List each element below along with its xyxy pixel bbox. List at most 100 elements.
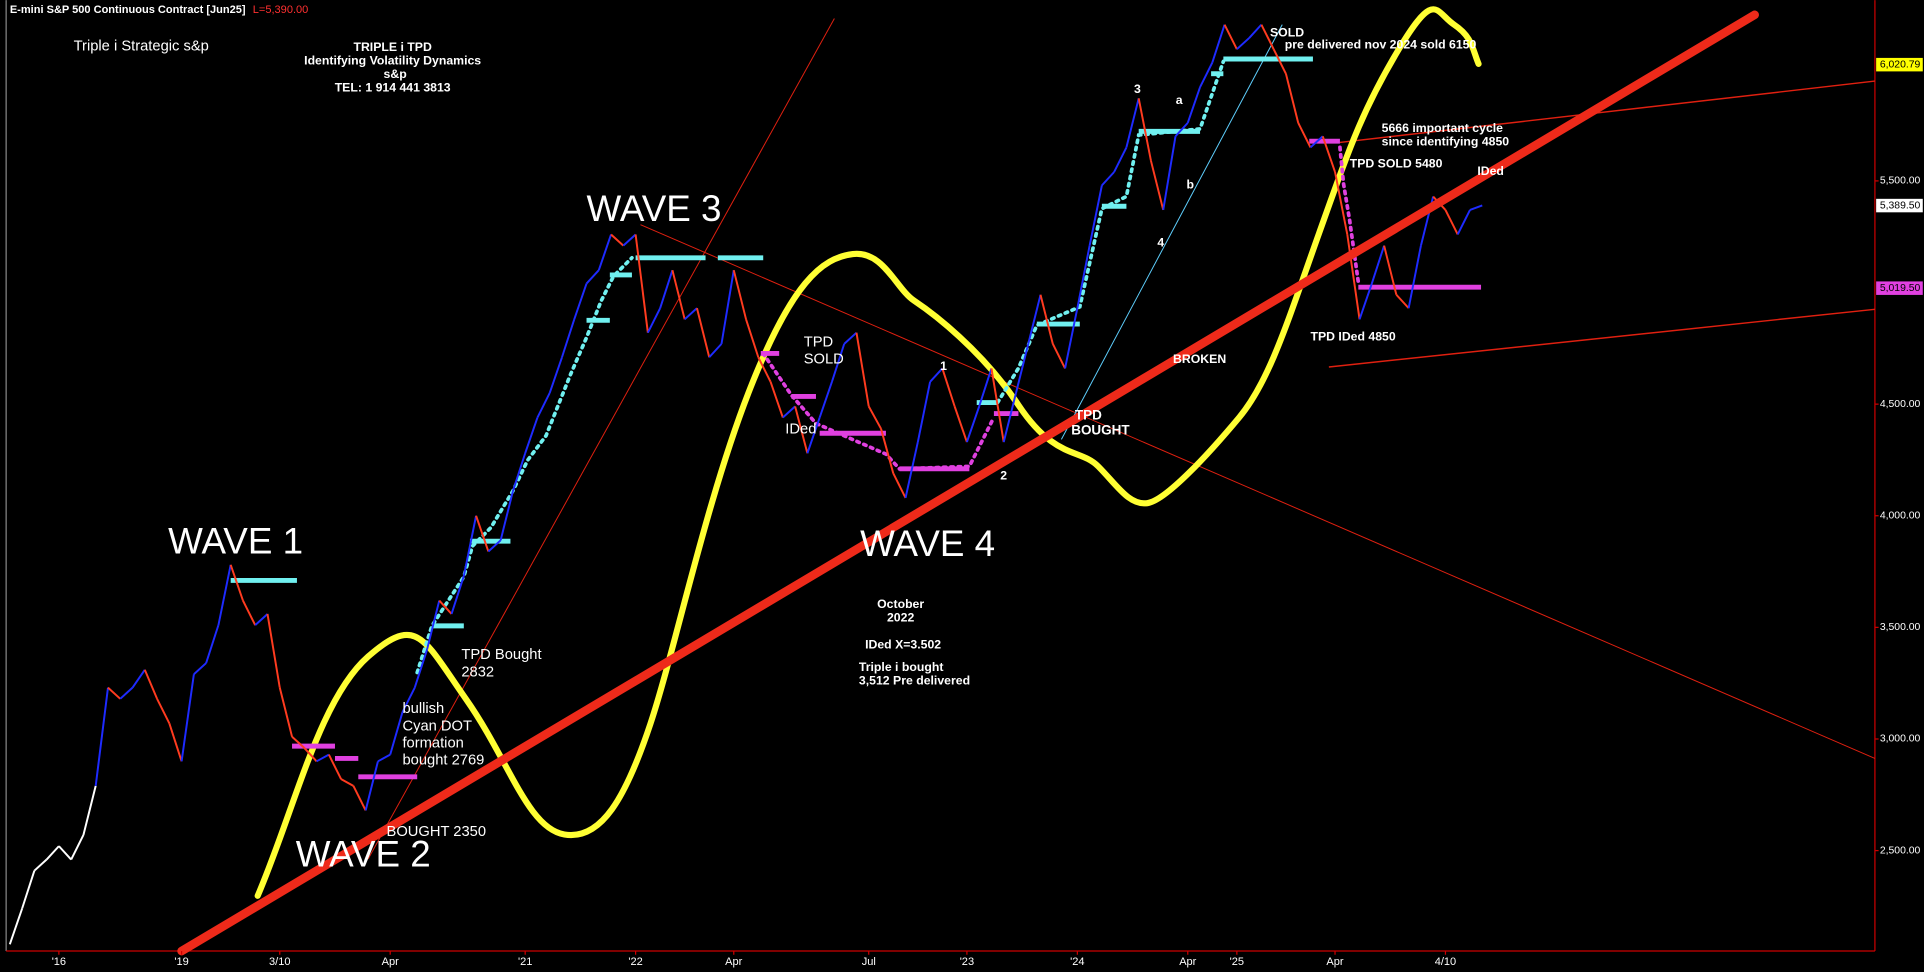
price-segment bbox=[561, 319, 576, 358]
x-tick-label: '23 bbox=[960, 956, 974, 968]
labels: '16 '19 3/10 Apr '21 '22 Apr Jul '23 '24 Apr '25 Apr… bbox=[52, 25, 1923, 968]
x-tick-label: Jul bbox=[862, 956, 876, 968]
price-segment bbox=[389, 711, 404, 755]
main-trend-line bbox=[177, 10, 1759, 956]
annotation: 2832 bbox=[461, 664, 494, 680]
price-segment bbox=[659, 269, 674, 309]
price-segment bbox=[511, 452, 527, 492]
trend-line bbox=[367, 18, 835, 860]
annotation: bullish bbox=[402, 701, 444, 717]
price-segment bbox=[413, 649, 428, 688]
price-segment bbox=[1211, 24, 1226, 63]
price-segment bbox=[1260, 24, 1275, 50]
price-segment bbox=[806, 417, 821, 454]
annotation: 1 bbox=[940, 359, 947, 373]
price-segment bbox=[597, 234, 612, 271]
price-segment bbox=[745, 319, 760, 358]
annotation: IDed bbox=[785, 421, 816, 437]
cyan-dots bbox=[415, 255, 634, 675]
price-segment bbox=[880, 428, 895, 474]
price-segment bbox=[1002, 392, 1017, 443]
price-segment bbox=[193, 662, 207, 675]
price-segment bbox=[696, 307, 711, 358]
price-segment bbox=[916, 381, 932, 443]
price-segment bbox=[757, 356, 772, 383]
price-segment bbox=[548, 356, 563, 394]
price-segment bbox=[536, 392, 551, 418]
price-segment bbox=[1162, 136, 1177, 211]
annotation: WAVE 1 bbox=[168, 520, 303, 561]
price-segment bbox=[671, 269, 686, 320]
last-price: L=5,390.00 bbox=[253, 4, 309, 16]
price-segment bbox=[180, 674, 195, 762]
y-tick-label: 4,000.00 bbox=[1880, 511, 1921, 522]
price-segment bbox=[978, 368, 993, 407]
price-segment bbox=[818, 381, 833, 418]
price-segment bbox=[646, 307, 662, 334]
price-segment bbox=[364, 761, 379, 811]
price-segment bbox=[1101, 171, 1115, 187]
x-tick-label: '21 bbox=[518, 956, 532, 968]
x-tick-label: 4/10 bbox=[1435, 956, 1456, 968]
annotation: 5666 important cycle bbox=[1382, 121, 1504, 135]
price-segment bbox=[1039, 294, 1054, 345]
price-segment bbox=[953, 406, 968, 443]
price-segment bbox=[1051, 343, 1066, 369]
price-segment bbox=[426, 600, 441, 650]
x-tick-label: '16 bbox=[52, 956, 66, 968]
price-segment bbox=[524, 417, 539, 454]
annotation: October bbox=[877, 597, 924, 611]
price-segment bbox=[1088, 185, 1103, 246]
annotation: 4 bbox=[1157, 235, 1164, 249]
price-segment bbox=[1346, 234, 1361, 320]
price-segment bbox=[732, 269, 747, 320]
price-segment bbox=[438, 599, 453, 615]
price-segment bbox=[1334, 171, 1349, 235]
price-segment bbox=[769, 381, 784, 418]
price-segment bbox=[131, 669, 146, 689]
annotation: SOLD bbox=[1270, 25, 1304, 39]
price-segment bbox=[867, 405, 882, 430]
annotation: Triple i bought bbox=[859, 660, 944, 674]
price-segment bbox=[610, 233, 624, 247]
trend-line bbox=[1328, 308, 1875, 368]
price-segment bbox=[1236, 37, 1250, 50]
price-segment bbox=[340, 778, 354, 787]
price-segment bbox=[58, 845, 72, 861]
price-marker bbox=[1876, 198, 1923, 213]
annotation: TEL: 1 914 441 3813 bbox=[335, 81, 451, 95]
annotation: WAVE 3 bbox=[587, 188, 722, 229]
price-segment bbox=[254, 613, 269, 626]
price-segment bbox=[1395, 294, 1410, 309]
price-segment bbox=[205, 624, 220, 664]
price-segment bbox=[794, 406, 809, 454]
price-segment bbox=[266, 613, 281, 688]
annotation: b bbox=[1186, 178, 1194, 192]
price-segment bbox=[1407, 245, 1422, 309]
price-segment bbox=[941, 368, 956, 407]
annotation: IDed X=3.502 bbox=[865, 638, 941, 652]
x-tick-label: '22 bbox=[628, 956, 642, 968]
annotation: TPD bbox=[804, 334, 833, 350]
price-segment bbox=[634, 234, 649, 333]
annotation: 2022 bbox=[887, 611, 914, 625]
price-segment bbox=[1469, 204, 1483, 211]
price-segment bbox=[45, 845, 60, 861]
annotation: IDed bbox=[1477, 164, 1504, 178]
price-segment bbox=[1444, 209, 1459, 235]
price-segment bbox=[1321, 135, 1336, 173]
price-marker bbox=[1876, 57, 1923, 72]
price-segment bbox=[585, 269, 600, 285]
annotation: WAVE 2 bbox=[296, 833, 431, 874]
price-segment bbox=[573, 283, 588, 320]
annotation: Identifying Volatility Dynamics bbox=[304, 54, 481, 68]
y-tick-label: 3,000.00 bbox=[1880, 734, 1921, 745]
price-segment bbox=[119, 686, 134, 700]
price-segment bbox=[8, 908, 24, 945]
annotation: BOUGHT bbox=[1071, 422, 1130, 437]
price-segment bbox=[1199, 62, 1214, 88]
price-segment bbox=[1064, 307, 1079, 369]
x-tick-label: '19 bbox=[174, 956, 188, 968]
